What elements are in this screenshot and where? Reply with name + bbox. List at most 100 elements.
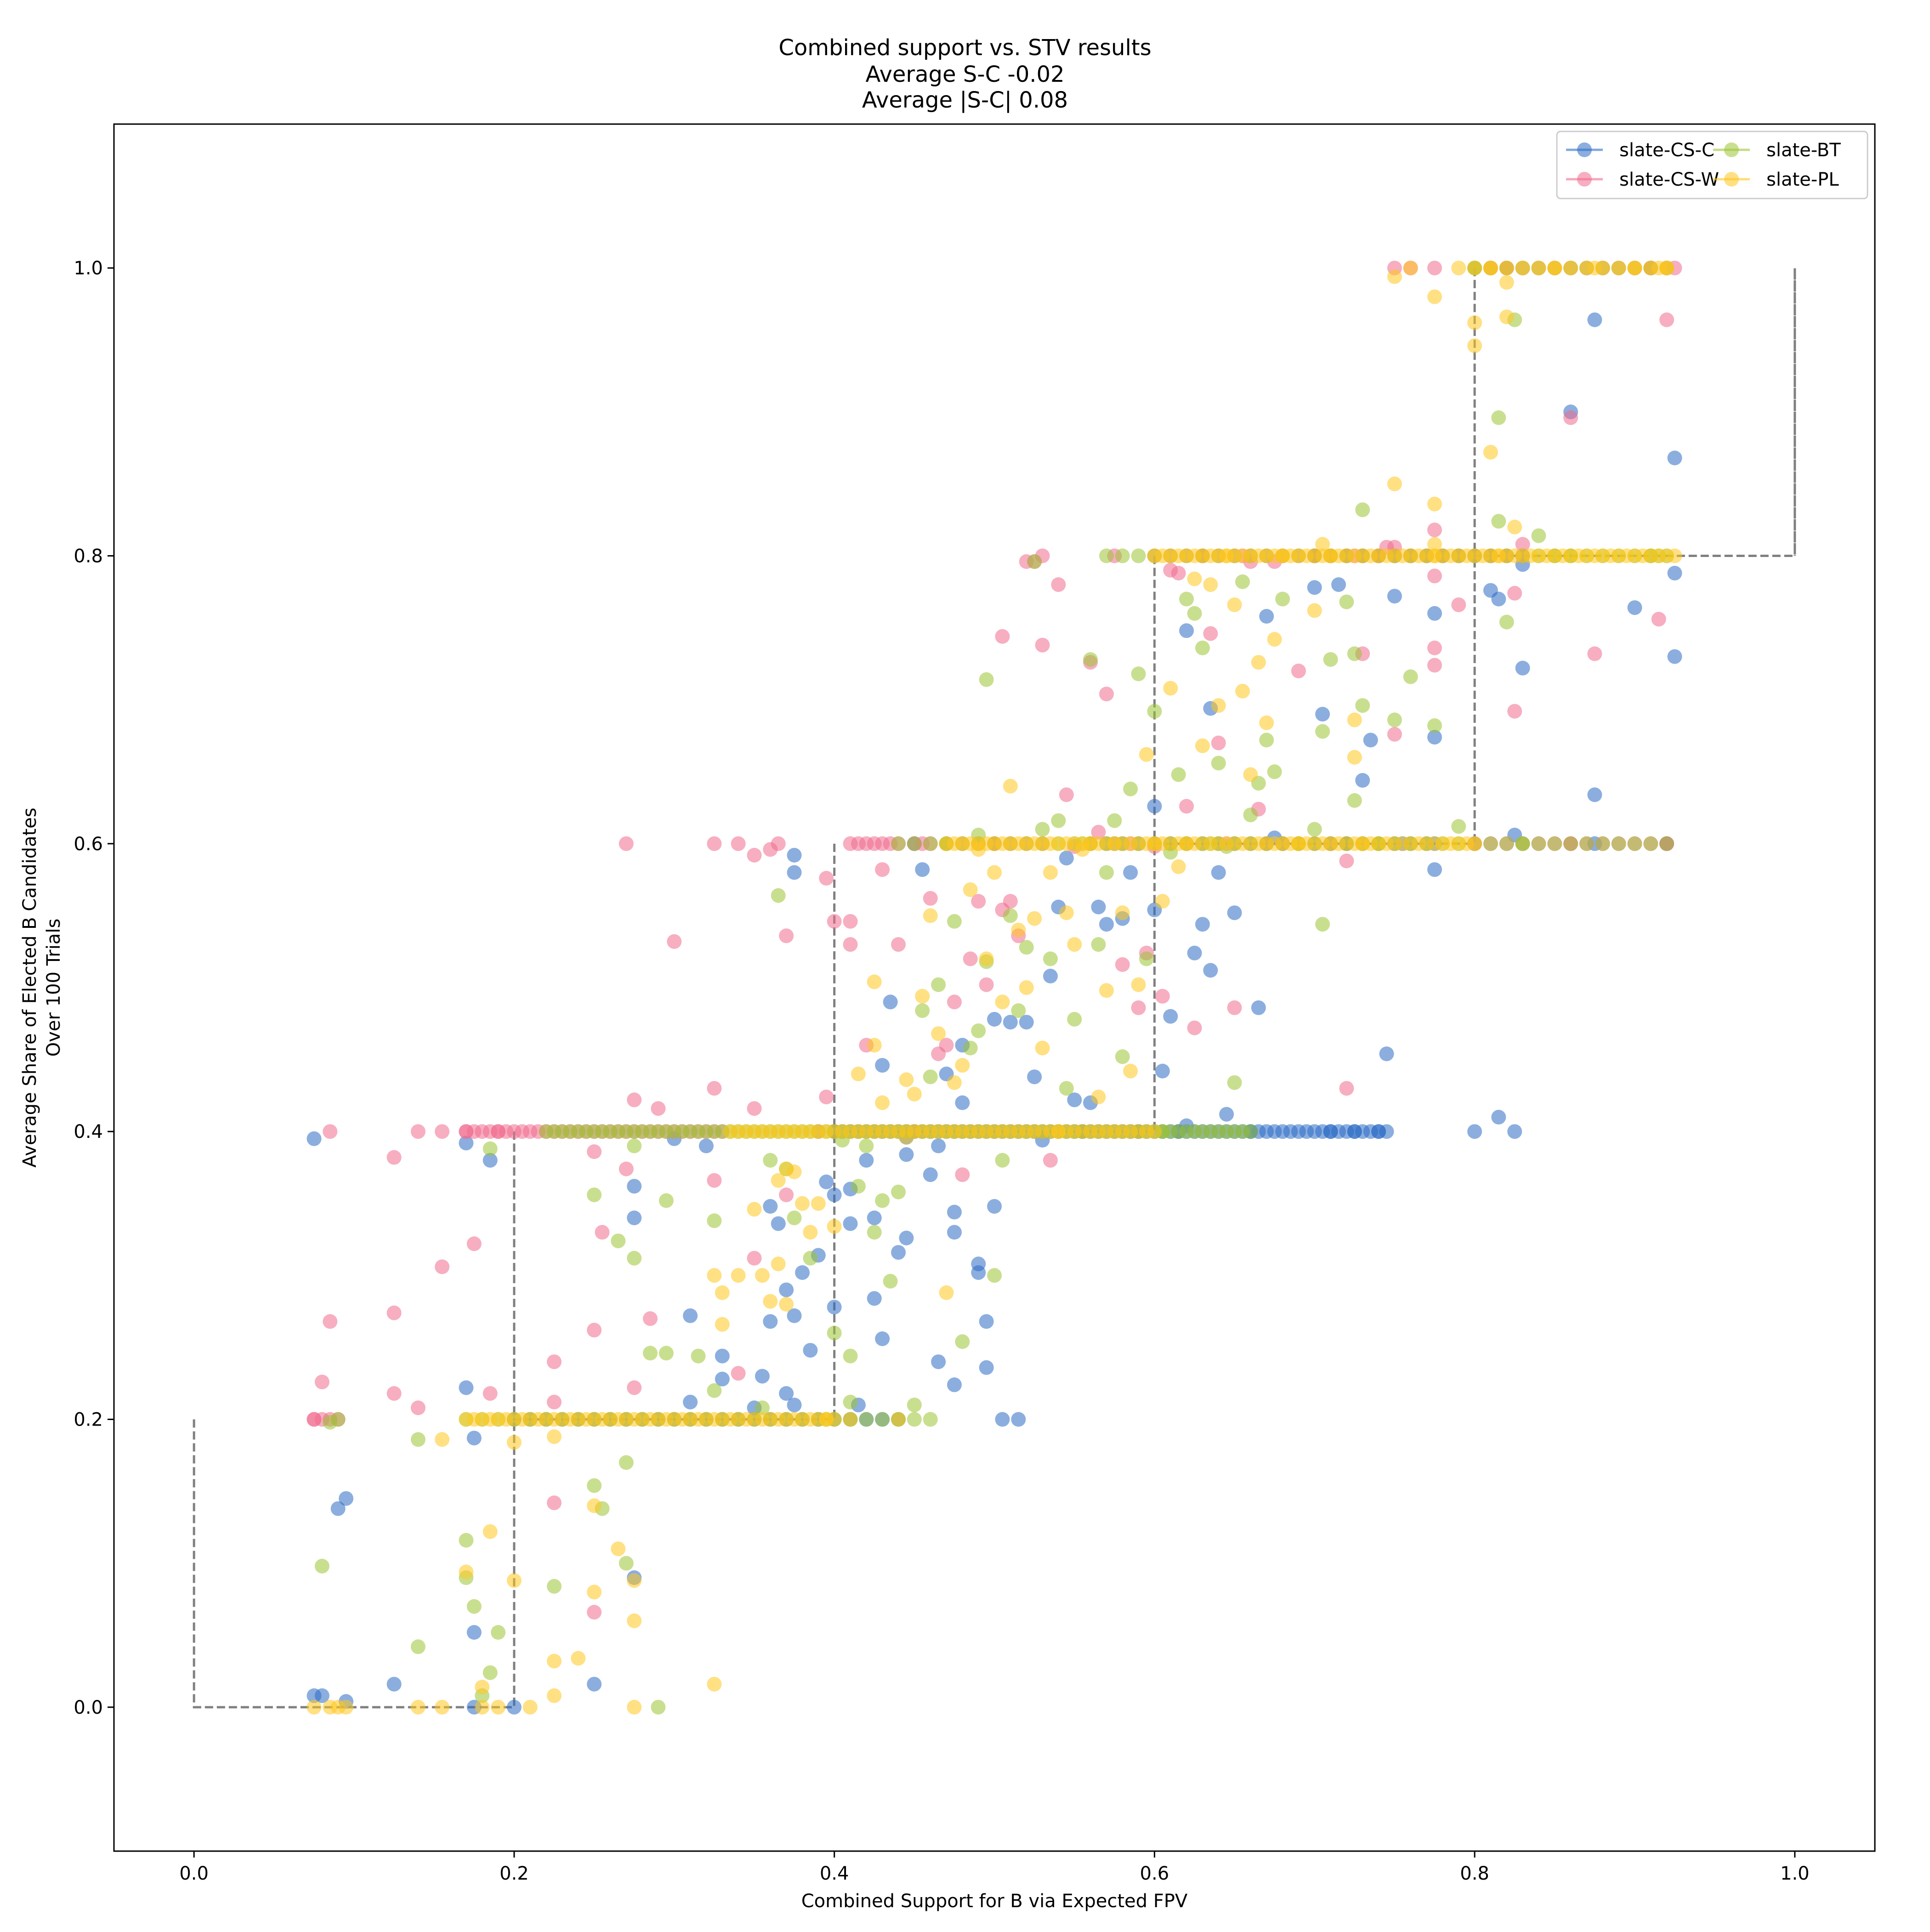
point-slate-CS-W-2 — [323, 1314, 338, 1329]
point-slate-BT-40 — [859, 1138, 874, 1154]
point-slate-BT-46 — [907, 1398, 922, 1413]
point-slate-PL-83 — [1171, 859, 1186, 874]
point-slate-BT-row2-43 — [1579, 836, 1594, 851]
legend-label-slate-CS-C: slate-CS-C — [1619, 140, 1714, 161]
point-slate-CS-W-3 — [323, 1124, 338, 1139]
point-slate-PL-row4-12 — [1643, 261, 1658, 276]
legend: slate-CS-C slate-CS-W slate-BT slate-PL — [1556, 131, 1868, 199]
point-slate-CS-C-8 — [459, 1380, 474, 1395]
point-slate-CS-C-67 — [979, 1314, 994, 1329]
point-slate-PL-32 — [763, 1294, 778, 1309]
point-slate-CS-C-19 — [683, 1308, 698, 1323]
point-slate-CS-W-78 — [1091, 824, 1106, 840]
point-slate-PL-49 — [899, 1072, 914, 1087]
point-slate-CS-C-83 — [1091, 899, 1106, 915]
point-slate-PL-28 — [715, 1285, 730, 1300]
point-slate-BT-13 — [587, 1188, 602, 1202]
point-slate-CS-C-121 — [1427, 606, 1442, 621]
point-slate-CS-C-117 — [1387, 589, 1402, 604]
point-slate-BT-5 — [459, 1533, 474, 1548]
point-slate-CS-W-63 — [979, 977, 994, 992]
point-slate-CS-C-105 — [1259, 609, 1274, 624]
point-slate-CS-W-22 — [619, 836, 634, 851]
point-slate-CS-C-122 — [1427, 730, 1442, 745]
point-slate-CS-W-row2-2 — [875, 836, 890, 851]
point-slate-BT-64 — [1035, 822, 1050, 837]
point-slate-BT-row3-1 — [1115, 548, 1130, 563]
point-slate-PL-106 — [1403, 261, 1418, 276]
point-slate-CS-W-21 — [595, 1225, 610, 1240]
point-slate-PL-13 — [506, 1573, 522, 1588]
reference-step-0 — [193, 1419, 516, 1709]
point-slate-CS-W-126 — [1515, 537, 1530, 552]
point-slate-PL-78 — [1131, 977, 1146, 992]
point-slate-BT-76 — [1131, 666, 1146, 682]
point-slate-PL-52 — [923, 908, 938, 923]
point-slate-CS-W-44 — [827, 914, 842, 929]
point-slate-BT-0 — [314, 1558, 329, 1574]
point-slate-CS-W-86 — [1155, 989, 1170, 1004]
point-slate-BT-83 — [1187, 606, 1202, 621]
y-axis-label-line-2: Over 100 Trials — [43, 919, 64, 1057]
point-slate-BT-113 — [1499, 614, 1514, 630]
point-slate-PL-40 — [811, 1196, 826, 1211]
point-slate-PL-row4-1 — [1467, 261, 1482, 276]
point-slate-PL-row1-53 — [1147, 1124, 1162, 1139]
point-slate-PL-105 — [1387, 269, 1402, 284]
point-slate-PL-5 — [435, 1432, 450, 1447]
point-slate-PL-row3-65 — [1667, 548, 1682, 563]
point-slate-PL-31 — [755, 1268, 770, 1283]
point-slate-BT-63 — [1027, 554, 1042, 569]
point-slate-CS-W-92 — [1203, 626, 1218, 641]
y-tick-label-1: 0.2 — [74, 1409, 103, 1431]
point-slate-CS-W-40 — [779, 1188, 794, 1202]
point-slate-CS-C-62 — [947, 1205, 962, 1220]
point-slate-PL-7 — [459, 1564, 474, 1580]
point-slate-CS-W-24 — [627, 1092, 642, 1108]
point-slate-PL-37 — [787, 1164, 802, 1179]
point-slate-PL-88 — [1211, 698, 1226, 713]
point-slate-BT-row2-2 — [923, 836, 938, 851]
point-slate-CS-W-117 — [1427, 568, 1442, 584]
point-slate-PL-118 — [1507, 519, 1522, 534]
point-slate-CS-W-95 — [1227, 1000, 1242, 1015]
point-slate-PL-62 — [1003, 778, 1018, 794]
point-slate-BT-row2-37 — [1483, 836, 1498, 851]
point-slate-PL-82 — [1163, 681, 1178, 696]
point-slate-CS-W-9 — [435, 1259, 450, 1274]
point-slate-BT-70 — [1083, 652, 1098, 667]
point-slate-PL-20 — [587, 1498, 602, 1513]
point-slate-PL-54 — [939, 1285, 954, 1300]
point-slate-CS-W-26 — [643, 1311, 658, 1326]
series-slate-PL — [307, 261, 1682, 1715]
point-slate-PL-30 — [747, 1202, 762, 1217]
point-slate-PL-27 — [715, 1317, 730, 1332]
point-slate-BT-101 — [1347, 646, 1362, 661]
point-slate-PL-77 — [1123, 1063, 1138, 1079]
point-slate-PL-107 — [1427, 496, 1442, 511]
point-slate-CS-C-123 — [1467, 1124, 1482, 1139]
point-slate-PL-43 — [843, 1412, 858, 1427]
point-slate-CS-C-64 — [955, 1095, 970, 1110]
point-slate-CS-C-46 — [867, 1210, 882, 1226]
point-slate-CS-C-69 — [987, 1199, 1002, 1214]
point-slate-PL-101 — [1347, 712, 1362, 727]
point-slate-BT-86 — [1211, 756, 1226, 771]
point-slate-BT-55 — [971, 1023, 986, 1038]
point-slate-CS-C-52 — [899, 1230, 914, 1245]
point-slate-BT-21 — [643, 1346, 658, 1361]
point-slate-BT-112 — [1491, 410, 1506, 425]
point-slate-CS-W-59 — [947, 994, 962, 1010]
point-slate-PL-110 — [1427, 537, 1442, 552]
point-slate-BT-98 — [1315, 724, 1330, 739]
point-slate-PL-25 — [707, 1676, 722, 1692]
point-slate-BT-56 — [979, 672, 994, 687]
point-slate-CS-C-95 — [1179, 623, 1194, 638]
point-slate-CS-W-46 — [843, 937, 858, 952]
point-slate-BT-row2-40 — [1531, 836, 1546, 851]
point-slate-PL-64 — [1019, 980, 1034, 995]
point-slate-CS-C-113 — [1355, 773, 1370, 788]
point-slate-BT-28 — [755, 1400, 770, 1415]
point-slate-PL-59 — [979, 951, 994, 966]
